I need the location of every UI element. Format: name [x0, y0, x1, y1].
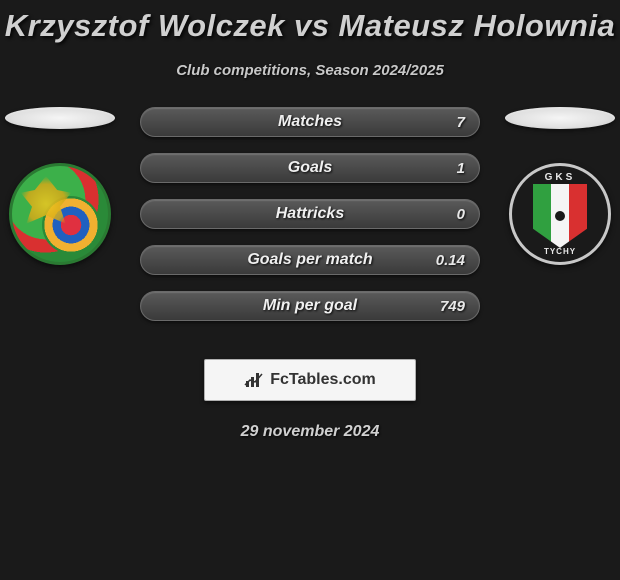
player-right-column: GKS TYCHY [500, 107, 620, 265]
stat-right-value: 7 [419, 114, 479, 131]
left-club-badge [9, 163, 111, 265]
subtitle: Club competitions, Season 2024/2025 [0, 62, 620, 79]
stat-row-goals-per-match: Goals per match 0.14 [140, 245, 480, 275]
stat-right-value: 749 [419, 298, 479, 315]
stat-label: Matches [201, 113, 419, 131]
stat-row-matches: Matches 7 [140, 107, 480, 137]
stat-right-value: 0 [419, 206, 479, 223]
stat-label: Goals [201, 159, 419, 177]
footer-brand-text: FcTables.com [270, 371, 376, 389]
stat-label: Goals per match [201, 251, 419, 269]
stat-row-hattricks: Hattricks 0 [140, 199, 480, 229]
bar-chart-icon [244, 371, 266, 389]
badge-right-shield [533, 184, 587, 248]
player-left-column [0, 107, 120, 265]
stat-label: Hattricks [201, 205, 419, 223]
right-club-badge: GKS TYCHY [509, 163, 611, 265]
page-title: Krzysztof Wolczek vs Mateusz Holownia [0, 0, 620, 44]
stat-row-goals: Goals 1 [140, 153, 480, 183]
date-text: 29 november 2024 [0, 423, 620, 441]
stat-label: Min per goal [201, 297, 419, 315]
footer-brand-card: FcTables.com [204, 359, 416, 401]
stat-row-min-per-goal: Min per goal 749 [140, 291, 480, 321]
left-ellipse [5, 107, 115, 129]
badge-right-top-text: GKS [512, 172, 608, 183]
stat-right-value: 1 [419, 160, 479, 177]
stat-right-value: 0.14 [419, 252, 479, 269]
badge-right-bottom-text: TYCHY [512, 247, 608, 256]
comparison-area: Matches 7 Goals 1 Hattricks 0 Goals per … [0, 107, 620, 337]
right-ellipse [505, 107, 615, 129]
stats-list: Matches 7 Goals 1 Hattricks 0 Goals per … [140, 107, 480, 337]
